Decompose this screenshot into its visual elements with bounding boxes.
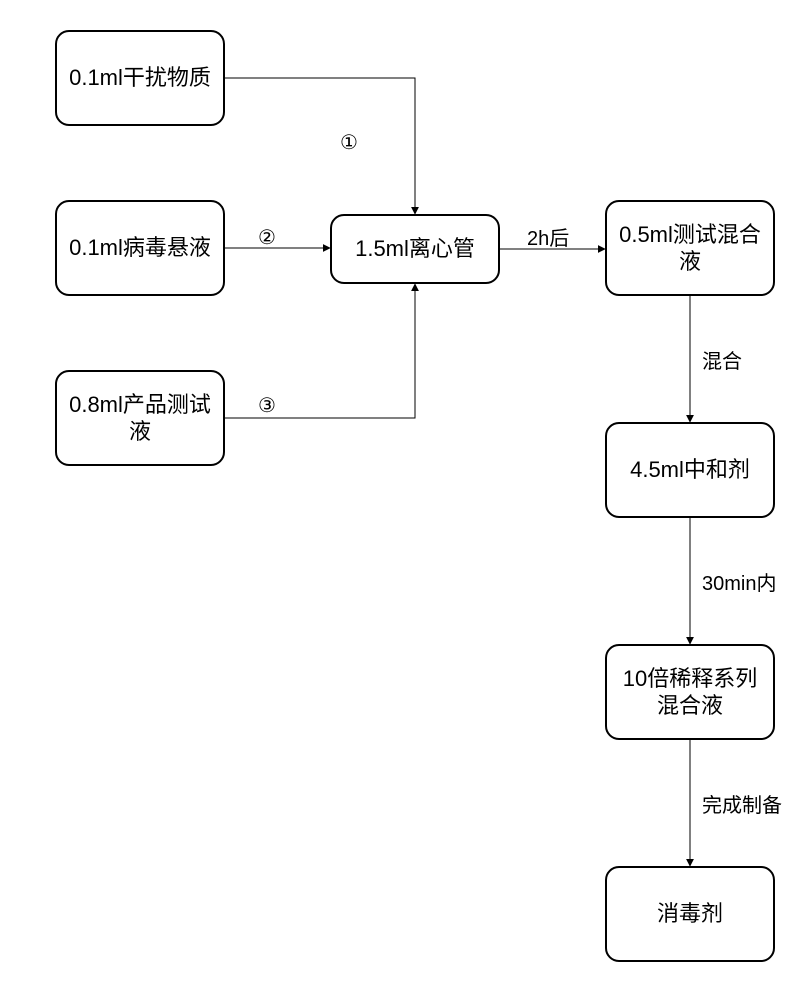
flow-node-label: 消毒剂: [657, 900, 723, 928]
flow-node-n_product: 0.8ml产品测试液: [55, 370, 225, 466]
flow-edge-e3: [225, 284, 415, 418]
flow-edge-label-e4: 2h后: [527, 222, 569, 251]
flow-node-n_dil: 10倍稀释系列混合液: [605, 644, 775, 740]
flow-edge-label-e7: 完成制备: [702, 789, 782, 818]
flow-edge-label-e5: 混合: [702, 345, 742, 374]
flow-node-label: 0.8ml产品测试液: [65, 391, 215, 446]
flow-node-label: 4.5ml中和剂: [630, 456, 750, 484]
flow-edge-label-e2: ②: [258, 225, 276, 250]
flowchart-canvas: 0.1ml干扰物质 0.1ml病毒悬液 0.8ml产品测试液 1.5ml离心管 0.5m…: [0, 0, 807, 1000]
flow-node-label: 0.5ml测试混合液: [615, 221, 765, 276]
flow-node-label: 0.1ml病毒悬液: [69, 234, 211, 262]
flow-node-label: 10倍稀释系列混合液: [615, 665, 765, 720]
flow-edge-label-e1: ①: [340, 130, 358, 155]
flow-edge-label-e3: ③: [258, 393, 276, 418]
flow-node-label: 1.5ml离心管: [355, 235, 475, 263]
flow-node-n_interf: 0.1ml干扰物质: [55, 30, 225, 126]
flow-node-n_mix: 0.5ml测试混合液: [605, 200, 775, 296]
flow-node-n_disinf: 消毒剂: [605, 866, 775, 962]
flow-edge-e1: [225, 78, 415, 214]
flow-node-n_tube: 1.5ml离心管: [330, 214, 500, 284]
flow-edge-label-e6: 30min内: [702, 567, 776, 596]
flow-node-n_neut: 4.5ml中和剂: [605, 422, 775, 518]
flow-node-n_virus: 0.1ml病毒悬液: [55, 200, 225, 296]
flow-node-label: 0.1ml干扰物质: [69, 64, 211, 92]
